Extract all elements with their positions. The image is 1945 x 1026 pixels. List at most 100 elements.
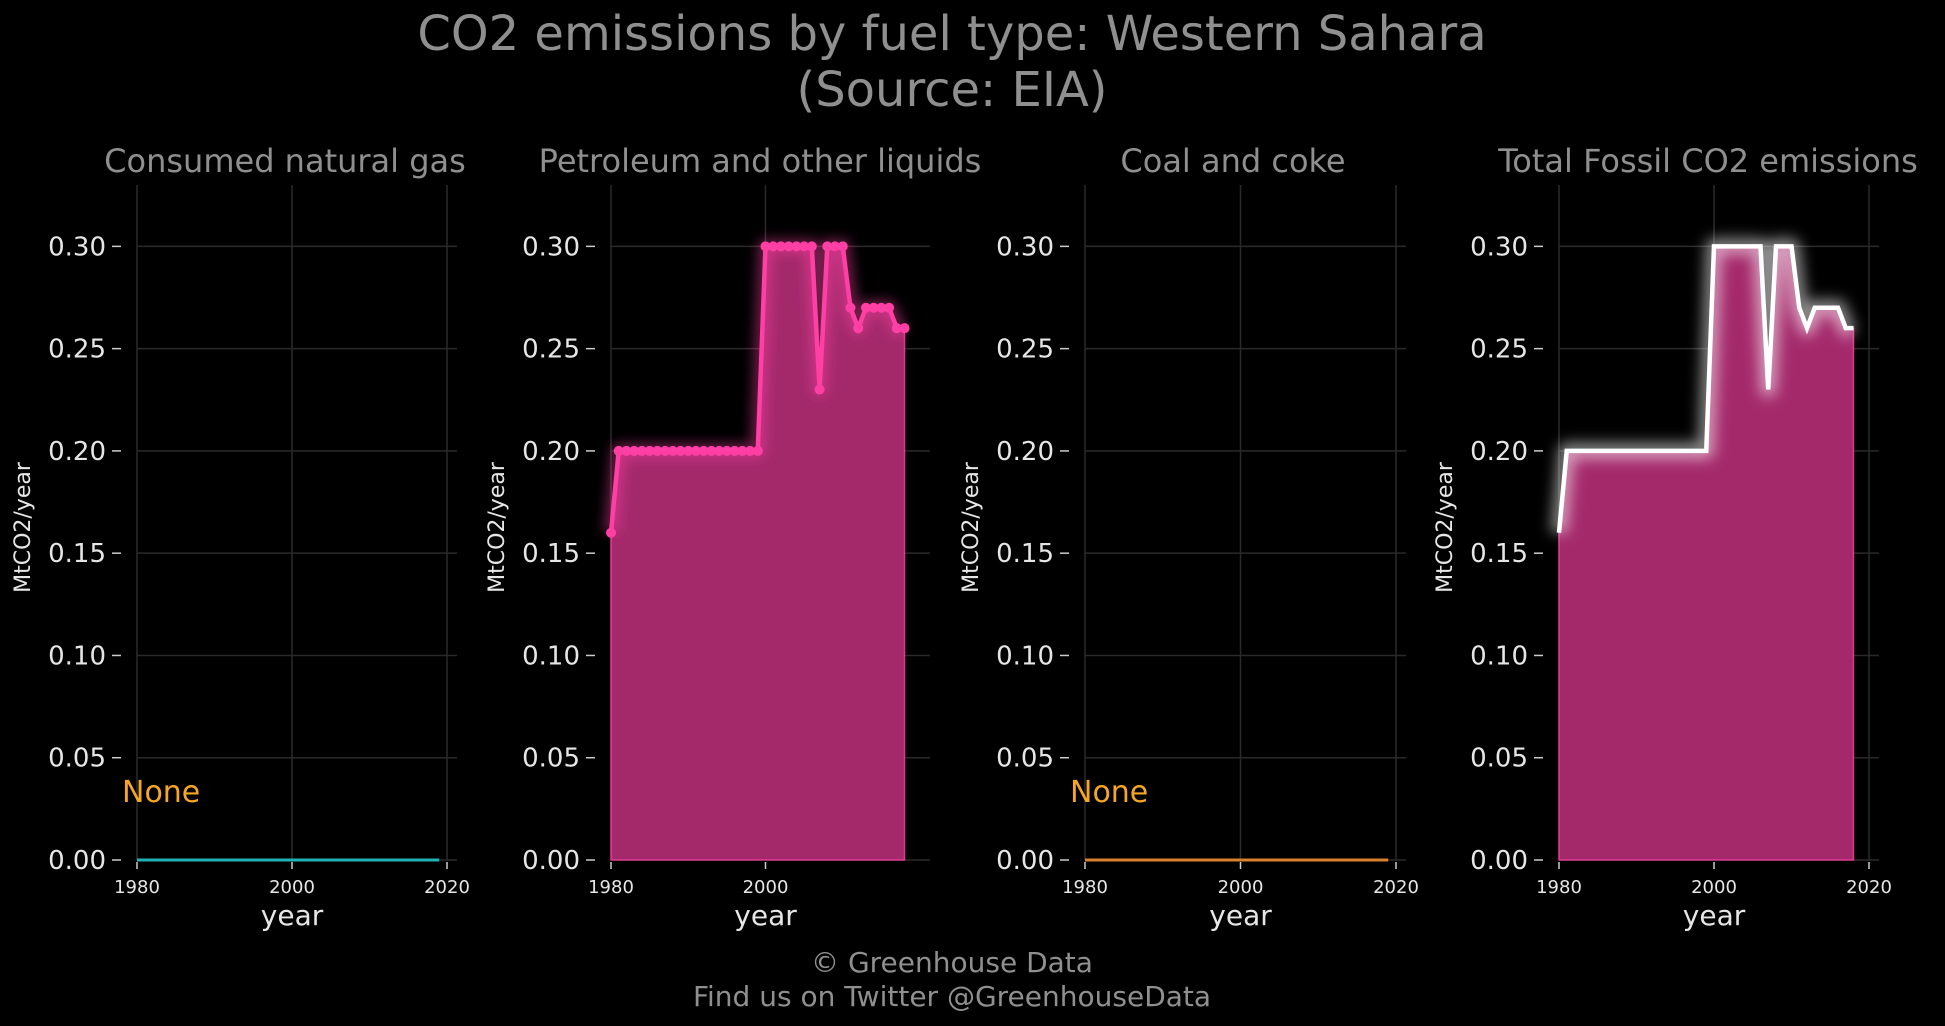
- panel-1: Consumed natural gas 0.00 0.05 0.10 0.15 0.20…: [11, 142, 470, 932]
- x-axis-label: year: [1209, 899, 1272, 932]
- y-axis-label: MtCO2/year: [485, 461, 510, 593]
- data-point: [760, 241, 771, 252]
- data-point: [814, 384, 825, 395]
- y-tick-label: 0.05: [48, 744, 106, 774]
- data-point: [629, 445, 640, 456]
- y-tick-label: 0.30: [48, 232, 106, 262]
- y-tick-label: 0.00: [1470, 846, 1528, 876]
- y-tick-label: 0.10: [1470, 641, 1528, 671]
- y-axis-label: MtCO2/year: [11, 461, 36, 593]
- y-tick-label: 0.25: [522, 335, 580, 365]
- y-tick-label: 0.20: [1470, 437, 1528, 467]
- none-annotation: None: [1070, 775, 1148, 810]
- x-axis-label: year: [1683, 899, 1746, 932]
- none-annotation: None: [122, 775, 200, 810]
- data-point: [830, 241, 841, 252]
- data-point: [698, 445, 709, 456]
- data-point: [660, 445, 671, 456]
- data-point: [721, 445, 732, 456]
- data-point: [714, 445, 725, 456]
- data-point: [775, 241, 786, 252]
- y-axis-label: MtCO2/year: [1433, 461, 1458, 593]
- panel-title: Total Fossil CO2 emissions: [1497, 142, 1918, 180]
- y-tick-label: 0.05: [1470, 744, 1528, 774]
- y-tick-label: 0.20: [48, 437, 106, 467]
- y-tick-label: 0.25: [48, 335, 106, 365]
- data-point: [606, 527, 616, 538]
- panel-2: Petroleum and other liquids 0.00 0.05 0.10 0…: [485, 142, 981, 932]
- data-point: [837, 241, 848, 252]
- y-tick-label: 0.10: [996, 641, 1054, 671]
- y-tick-label: 0.15: [1470, 539, 1528, 569]
- y-tick-label: 0.10: [48, 641, 106, 671]
- data-point: [806, 241, 817, 252]
- y-tick-label: 0.30: [996, 232, 1054, 262]
- data-point: [667, 445, 678, 456]
- y-tick-label: 0.10: [522, 641, 580, 671]
- y-axis-label: MtCO2/year: [959, 461, 984, 593]
- panel-title: Coal and coke: [1120, 142, 1345, 180]
- y-tick-label: 0.25: [996, 335, 1054, 365]
- y-tick-label: 0.05: [996, 744, 1054, 774]
- chart-title-line2: (Source: EIA): [796, 62, 1107, 118]
- y-tick-label: 0.00: [996, 846, 1054, 876]
- y-tick-label: 0.30: [1470, 232, 1528, 262]
- y-tick-label: 0.15: [48, 539, 106, 569]
- data-point: [783, 241, 794, 252]
- data-point: [675, 445, 686, 456]
- x-tick-label: 2020: [424, 877, 470, 898]
- chart-panels: Consumed natural gas 0.00 0.05 0.10 0.15 0.20…: [11, 142, 1918, 932]
- y-tick-label: 0.20: [996, 437, 1054, 467]
- x-tick-label: 2000: [1691, 877, 1737, 898]
- x-tick-label: 1980: [1062, 877, 1108, 898]
- panel-title: Petroleum and other liquids: [539, 142, 982, 180]
- x-tick-label: 2000: [743, 877, 789, 898]
- x-tick-label: 2020: [1373, 877, 1419, 898]
- x-tick-label: 1980: [588, 877, 634, 898]
- y-tick-label: 0.05: [522, 744, 580, 774]
- y-tick-label: 0.00: [522, 846, 580, 876]
- footer-copyright: © Greenhouse Data: [811, 946, 1093, 979]
- y-tick-label: 0.15: [996, 539, 1054, 569]
- data-point: [768, 241, 779, 252]
- data-point: [860, 302, 871, 313]
- data-point: [752, 445, 763, 456]
- x-tick-label: 1980: [114, 877, 160, 898]
- y-tick-label: 0.20: [522, 437, 580, 467]
- data-point: [876, 302, 887, 313]
- data-point: [853, 323, 864, 334]
- x-tick-label: 2020: [1846, 877, 1892, 898]
- chart-title-line1: CO2 emissions by fuel type: Western Saha…: [417, 6, 1486, 62]
- data-point: [636, 445, 647, 456]
- x-tick-label: 2000: [1218, 877, 1264, 898]
- data-point: [884, 302, 895, 313]
- data-point: [799, 241, 810, 252]
- panel-4: Total Fossil CO2 emissions 0.00 0.05 0.10 0.…: [1433, 142, 1918, 932]
- data-point: [745, 445, 756, 456]
- data-point: [652, 445, 663, 456]
- data-point: [621, 445, 632, 456]
- data-point: [644, 445, 655, 456]
- series-line: [1556, 244, 1854, 533]
- data-point: [613, 445, 624, 456]
- x-tick-label: 2000: [269, 877, 315, 898]
- panel-title: Consumed natural gas: [104, 142, 466, 180]
- y-tick-label: 0.15: [522, 539, 580, 569]
- y-tick-label: 0.00: [48, 846, 106, 876]
- data-point: [891, 323, 902, 334]
- data-point: [706, 445, 717, 456]
- x-axis-label: year: [261, 899, 324, 932]
- data-point: [737, 445, 748, 456]
- data-point: [868, 302, 879, 313]
- x-tick-label: 1980: [1536, 877, 1582, 898]
- panel-3: Coal and coke 0.00 0.05 0.10 0.15 0.20 0.25 0.3…: [959, 142, 1419, 932]
- data-point: [791, 241, 802, 252]
- data-point: [899, 323, 910, 334]
- data-point: [683, 445, 694, 456]
- footer-twitter: Find us on Twitter @GreenhouseData: [693, 980, 1211, 1013]
- x-axis-label: year: [734, 899, 797, 932]
- data-point: [729, 445, 740, 456]
- data-point: [822, 241, 833, 252]
- y-tick-label: 0.25: [1470, 335, 1528, 365]
